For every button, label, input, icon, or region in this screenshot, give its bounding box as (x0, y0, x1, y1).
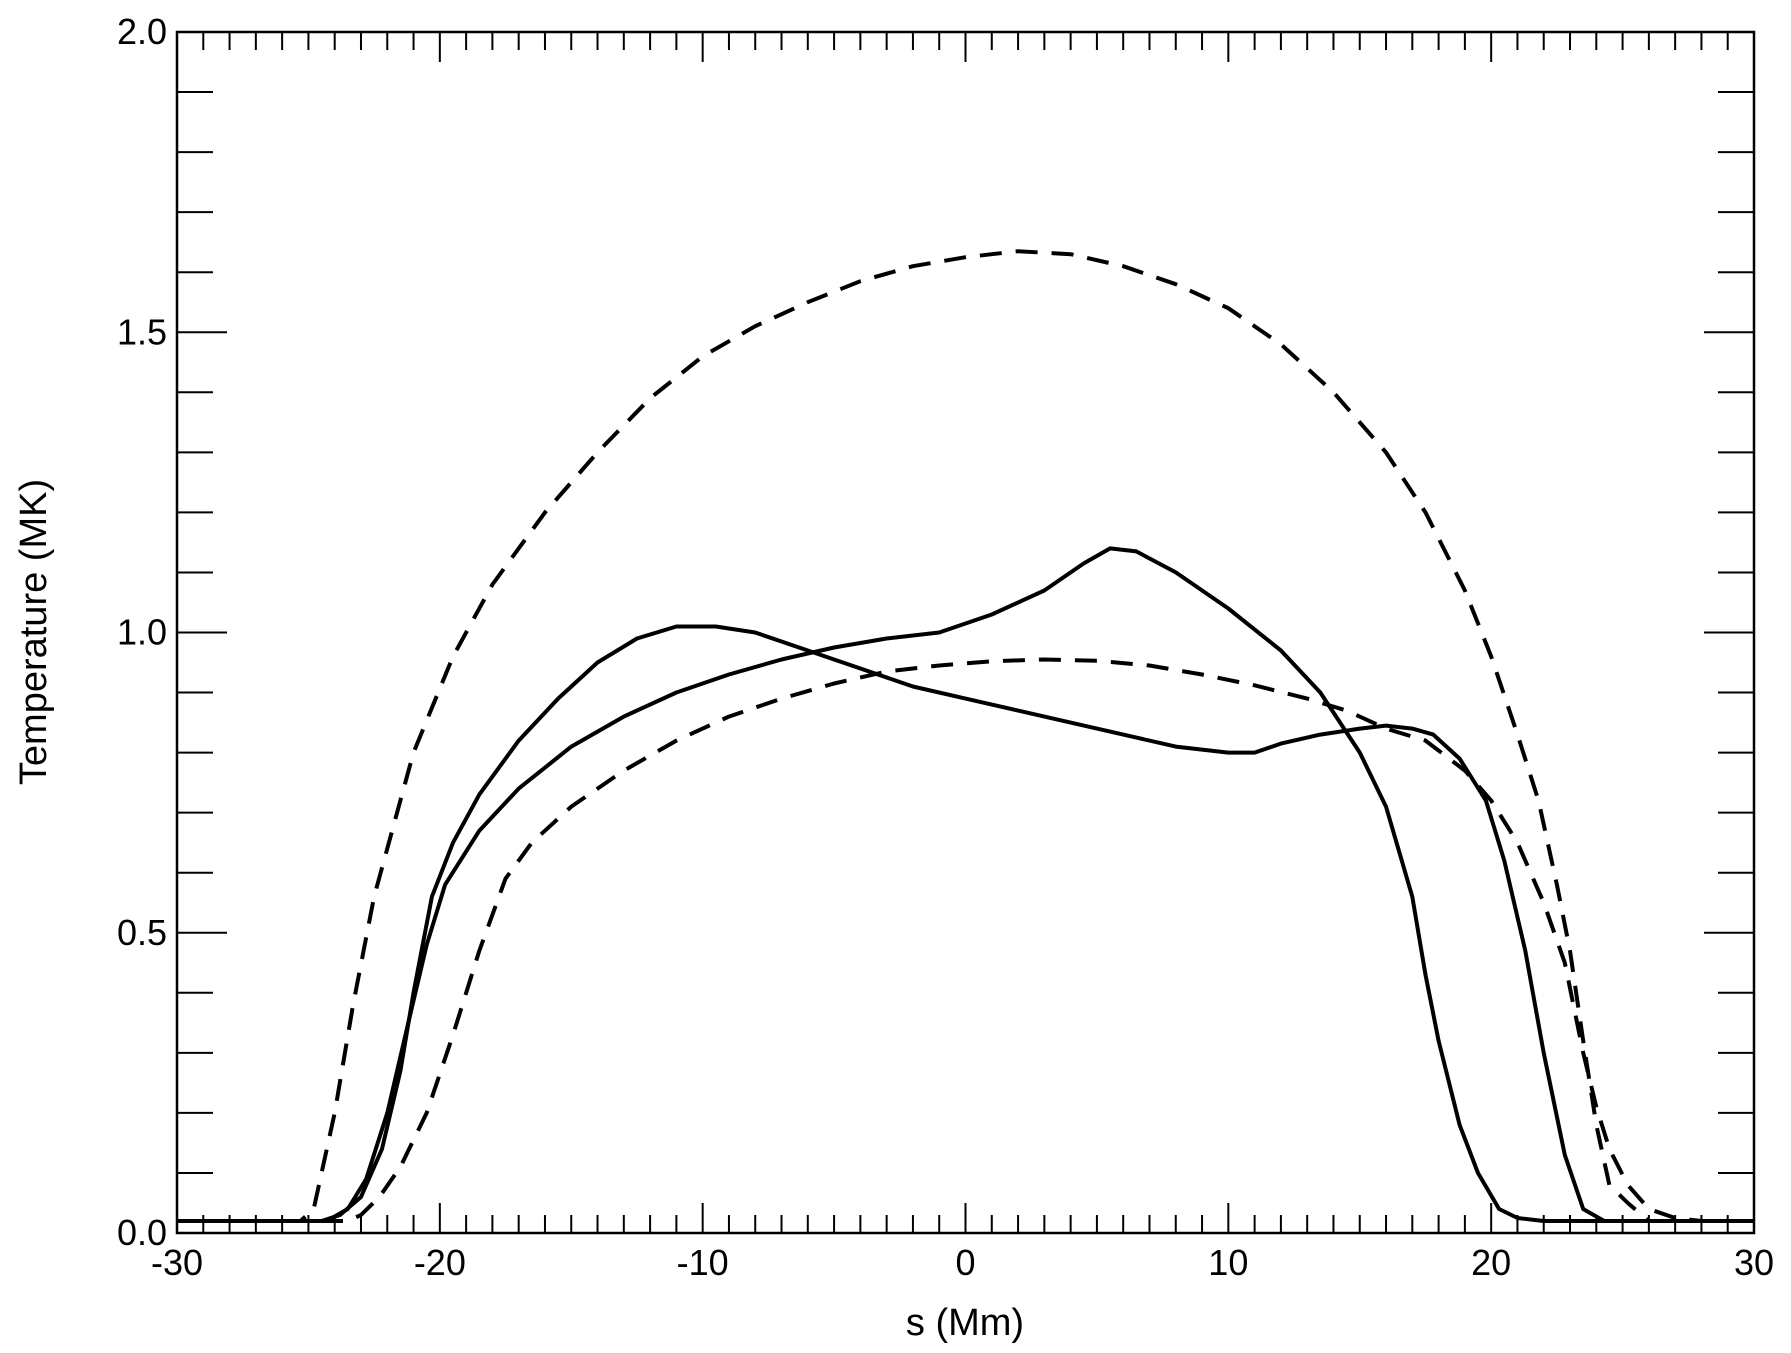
dashed-series-line-4 (177, 657, 1754, 1223)
y-tick-label: 2.0 (117, 11, 167, 52)
x-axis-title: s (Mm) (906, 1302, 1024, 1344)
x-tick-label: 30 (1734, 1242, 1774, 1283)
x-tick-label: 20 (1471, 1242, 1511, 1283)
y-tick-label: 0.5 (117, 912, 167, 953)
solid-series-line-2 (177, 546, 1754, 1223)
axis-ticks (176, 31, 1755, 1234)
dashed-series-line-3 (177, 249, 1754, 1223)
x-tick-label: 0 (955, 1242, 975, 1283)
y-axis-title: Temperature (MK) (13, 479, 55, 785)
x-tick-label: 10 (1208, 1242, 1248, 1283)
tick-labels: -30 -20 -10 0 10 20 30 0.0 0.5 1.0 1.5 2.0 (117, 11, 1774, 1283)
y-tick-label: 0.0 (117, 1212, 167, 1253)
series-group (177, 249, 1754, 1223)
x-tick-label: -20 (414, 1242, 466, 1283)
y-tick-label: 1.0 (117, 612, 167, 653)
x-tick-label: -10 (677, 1242, 729, 1283)
y-tick-label: 1.5 (117, 311, 167, 352)
x-tick-label: -30 (151, 1242, 203, 1283)
solid-series-line-1 (177, 624, 1754, 1223)
plot-frame (175, 30, 1756, 1235)
